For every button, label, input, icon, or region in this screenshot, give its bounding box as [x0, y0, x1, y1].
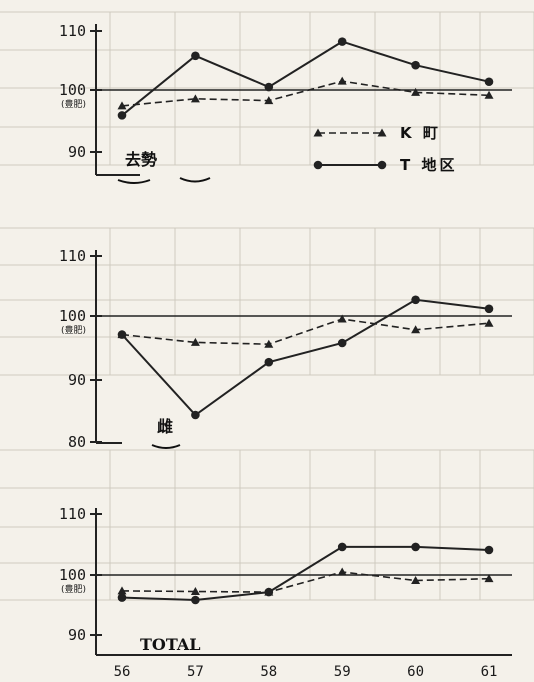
data-point-t	[117, 111, 127, 120]
panel-title: TOTAL	[140, 635, 201, 654]
chart-panel-1: 110 100(豊肥) 90 去勢 K 町 T 地区	[59, 22, 512, 184]
y-tick-label: 100	[59, 81, 86, 99]
y-tick-label: 110	[59, 247, 86, 265]
data-point-t	[117, 593, 127, 602]
data-point-t	[484, 304, 494, 314]
x-tick-label: 61	[481, 664, 498, 680]
series-line-k	[121, 571, 490, 593]
data-point-k	[117, 586, 127, 595]
series-line-t	[121, 545, 490, 602]
data-point-k	[117, 101, 127, 110]
data-point-t	[337, 542, 347, 552]
y-tick-label: 90	[68, 143, 86, 161]
legend-label: K 町	[400, 124, 441, 142]
data-point-k	[264, 339, 274, 348]
x-tick-label: 57	[187, 664, 204, 680]
legend-marker-t	[377, 160, 387, 170]
data-point-k	[411, 575, 421, 584]
series-line-k	[121, 80, 490, 107]
y-tick-label: 110	[59, 505, 86, 523]
chart-panel-2: 110 100(豊肥) 90 80 雌	[59, 247, 512, 451]
x-tick-label: 58	[260, 664, 277, 680]
series-line-t	[121, 40, 490, 117]
data-point-t	[191, 51, 200, 61]
x-tick-label: 56	[114, 664, 131, 680]
data-point-t	[191, 410, 200, 420]
data-point-k	[190, 94, 200, 103]
data-point-k	[190, 586, 200, 595]
x-tick-label: 60	[407, 664, 424, 680]
panel-title: 雌	[157, 417, 173, 436]
x-tick-label: 59	[334, 664, 351, 680]
data-point-t	[484, 545, 494, 555]
y-tick-label: 90	[68, 626, 86, 644]
data-point-t	[264, 357, 274, 367]
panel-title-underline	[117, 179, 151, 184]
data-point-k	[484, 574, 494, 583]
data-point-k	[484, 318, 494, 327]
data-point-k	[337, 76, 347, 85]
y-tick-label: 90	[68, 371, 86, 389]
legend-marker-t	[313, 160, 323, 170]
data-point-t	[264, 82, 274, 92]
data-point-t	[484, 77, 494, 87]
data-point-k	[337, 314, 347, 323]
panel-title-underline	[151, 444, 181, 449]
y-tick-label: 100	[59, 307, 86, 325]
legend-label: T 地区	[400, 156, 457, 174]
y-tick-sublabel: (豊肥)	[61, 583, 86, 595]
data-point-t	[411, 295, 420, 305]
series-line-k	[121, 318, 490, 346]
panel-title: 去勢	[125, 150, 157, 169]
background-table-ghost	[0, 11, 534, 601]
series-line-t	[121, 298, 490, 417]
data-point-k	[337, 567, 347, 576]
legend: K 町 T 地区	[313, 124, 457, 174]
data-point-k	[190, 337, 200, 346]
legend-marker-k	[313, 128, 323, 137]
data-point-k	[411, 87, 421, 96]
data-point-k	[264, 96, 274, 105]
y-tick-label: 110	[59, 22, 86, 40]
data-point-t	[117, 330, 127, 339]
y-tick-label: 80	[68, 433, 86, 451]
data-point-t	[337, 37, 347, 46]
data-point-t	[411, 60, 420, 70]
y-tick-label: 100	[59, 566, 86, 584]
data-point-t	[264, 587, 274, 597]
data-point-t	[337, 338, 347, 348]
y-tick-sublabel: (豊肥)	[61, 324, 86, 336]
panel-title-underline	[179, 177, 211, 183]
chart-panel-3: 110 100(豊肥) 90 TOTAL 56 57 58 59 60 61	[59, 505, 512, 680]
data-point-t	[411, 542, 420, 552]
data-point-k	[411, 325, 421, 334]
data-point-k	[484, 90, 494, 99]
data-point-t	[191, 595, 200, 605]
y-tick-sublabel: (豊肥)	[61, 98, 86, 110]
legend-marker-k	[377, 128, 387, 137]
